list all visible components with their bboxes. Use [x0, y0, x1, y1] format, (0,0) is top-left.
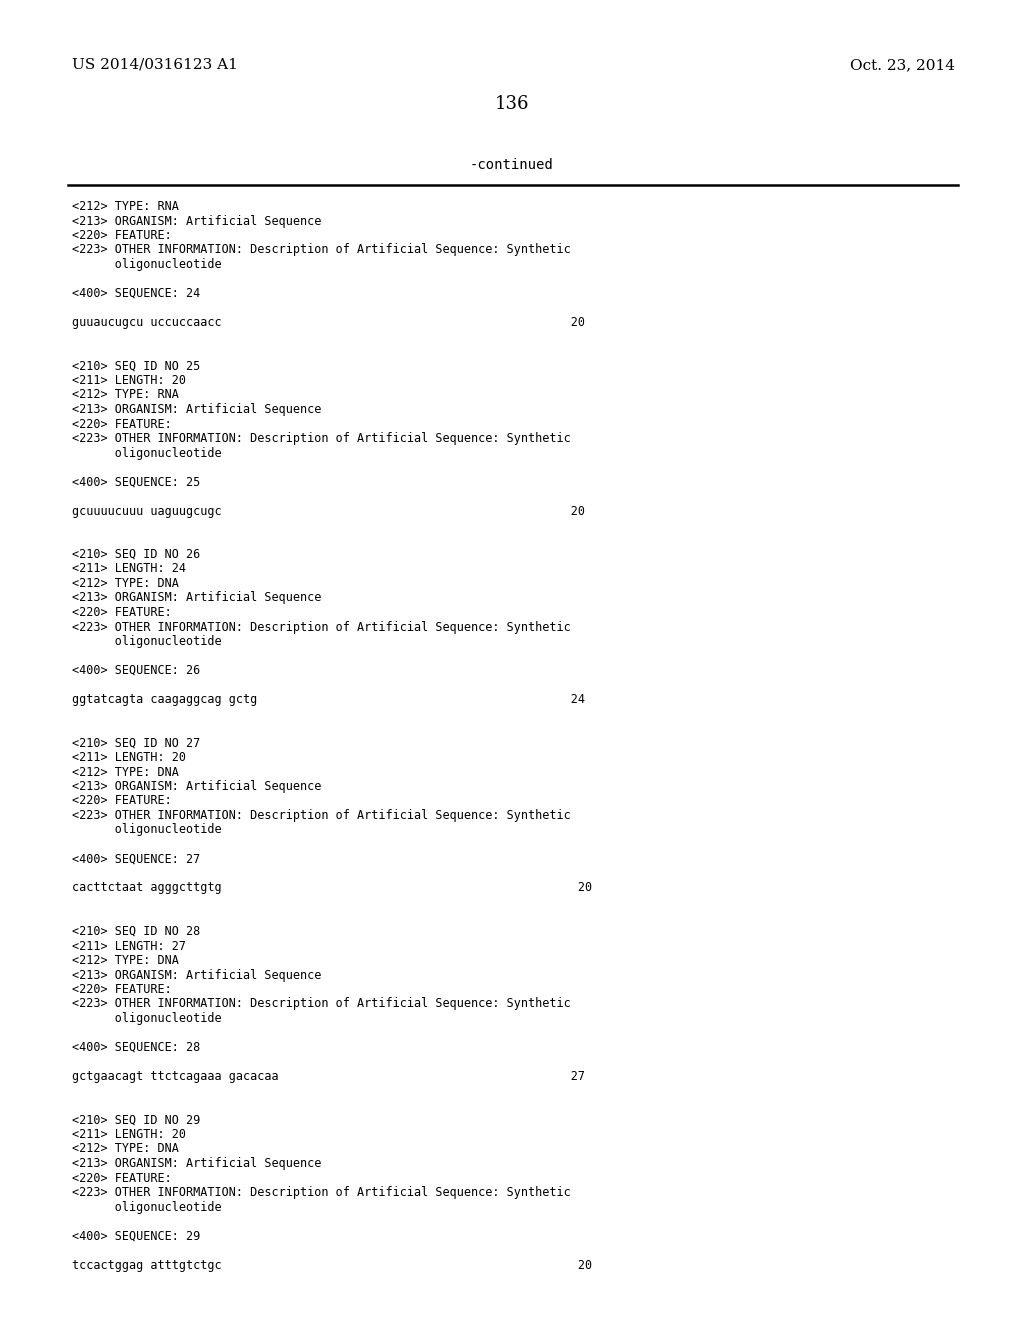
Text: US 2014/0316123 A1: US 2014/0316123 A1 [72, 58, 238, 73]
Text: <210> SEQ ID NO 25: <210> SEQ ID NO 25 [72, 359, 201, 372]
Text: <400> SEQUENCE: 25: <400> SEQUENCE: 25 [72, 475, 201, 488]
Text: <212> TYPE: RNA: <212> TYPE: RNA [72, 201, 179, 213]
Text: <211> LENGTH: 24: <211> LENGTH: 24 [72, 562, 186, 576]
Text: <223> OTHER INFORMATION: Description of Artificial Sequence: Synthetic: <223> OTHER INFORMATION: Description of … [72, 432, 570, 445]
Text: <211> LENGTH: 20: <211> LENGTH: 20 [72, 1129, 186, 1140]
Text: <223> OTHER INFORMATION: Description of Artificial Sequence: Synthetic: <223> OTHER INFORMATION: Description of … [72, 243, 570, 256]
Text: Oct. 23, 2014: Oct. 23, 2014 [850, 58, 955, 73]
Text: <211> LENGTH: 27: <211> LENGTH: 27 [72, 940, 186, 953]
Text: <220> FEATURE:: <220> FEATURE: [72, 983, 172, 997]
Text: <220> FEATURE:: <220> FEATURE: [72, 228, 172, 242]
Text: <220> FEATURE:: <220> FEATURE: [72, 795, 172, 808]
Text: <223> OTHER INFORMATION: Description of Artificial Sequence: Synthetic: <223> OTHER INFORMATION: Description of … [72, 809, 570, 822]
Text: ggtatcagta caagaggcag gctg                                            24: ggtatcagta caagaggcag gctg 24 [72, 693, 585, 706]
Text: gcuuuucuuu uaguugcugc                                                 20: gcuuuucuuu uaguugcugc 20 [72, 504, 585, 517]
Text: <212> TYPE: RNA: <212> TYPE: RNA [72, 388, 179, 401]
Text: oligonucleotide: oligonucleotide [72, 446, 221, 459]
Text: <213> ORGANISM: Artificial Sequence: <213> ORGANISM: Artificial Sequence [72, 403, 322, 416]
Text: <220> FEATURE:: <220> FEATURE: [72, 417, 172, 430]
Text: <223> OTHER INFORMATION: Description of Artificial Sequence: Synthetic: <223> OTHER INFORMATION: Description of … [72, 1185, 570, 1199]
Text: oligonucleotide: oligonucleotide [72, 1200, 221, 1213]
Text: <212> TYPE: DNA: <212> TYPE: DNA [72, 1143, 179, 1155]
Text: <213> ORGANISM: Artificial Sequence: <213> ORGANISM: Artificial Sequence [72, 780, 322, 793]
Text: <220> FEATURE:: <220> FEATURE: [72, 1172, 172, 1184]
Text: gctgaacagt ttctcagaaa gacacaa                                         27: gctgaacagt ttctcagaaa gacacaa 27 [72, 1071, 585, 1082]
Text: <223> OTHER INFORMATION: Description of Artificial Sequence: Synthetic: <223> OTHER INFORMATION: Description of … [72, 620, 570, 634]
Text: <400> SEQUENCE: 29: <400> SEQUENCE: 29 [72, 1229, 201, 1242]
Text: <210> SEQ ID NO 29: <210> SEQ ID NO 29 [72, 1114, 201, 1126]
Text: <212> TYPE: DNA: <212> TYPE: DNA [72, 954, 179, 968]
Text: oligonucleotide: oligonucleotide [72, 635, 221, 648]
Text: guuaucugcu uccuccaacc                                                 20: guuaucugcu uccuccaacc 20 [72, 315, 585, 329]
Text: oligonucleotide: oligonucleotide [72, 824, 221, 837]
Text: <400> SEQUENCE: 27: <400> SEQUENCE: 27 [72, 853, 201, 866]
Text: <400> SEQUENCE: 26: <400> SEQUENCE: 26 [72, 664, 201, 677]
Text: <213> ORGANISM: Artificial Sequence: <213> ORGANISM: Artificial Sequence [72, 1158, 322, 1170]
Text: <213> ORGANISM: Artificial Sequence: <213> ORGANISM: Artificial Sequence [72, 591, 322, 605]
Text: <213> ORGANISM: Artificial Sequence: <213> ORGANISM: Artificial Sequence [72, 214, 322, 227]
Text: <220> FEATURE:: <220> FEATURE: [72, 606, 172, 619]
Text: <400> SEQUENCE: 24: <400> SEQUENCE: 24 [72, 286, 201, 300]
Text: cacttctaat agggcttgtg                                                  20: cacttctaat agggcttgtg 20 [72, 882, 592, 895]
Text: <211> LENGTH: 20: <211> LENGTH: 20 [72, 751, 186, 764]
Text: <213> ORGANISM: Artificial Sequence: <213> ORGANISM: Artificial Sequence [72, 969, 322, 982]
Text: 136: 136 [495, 95, 529, 114]
Text: <212> TYPE: DNA: <212> TYPE: DNA [72, 577, 179, 590]
Text: <210> SEQ ID NO 28: <210> SEQ ID NO 28 [72, 925, 201, 939]
Text: <210> SEQ ID NO 26: <210> SEQ ID NO 26 [72, 548, 201, 561]
Text: -continued: -continued [470, 158, 554, 172]
Text: <212> TYPE: DNA: <212> TYPE: DNA [72, 766, 179, 779]
Text: oligonucleotide: oligonucleotide [72, 1012, 221, 1026]
Text: tccactggag atttgtctgc                                                  20: tccactggag atttgtctgc 20 [72, 1258, 592, 1271]
Text: <211> LENGTH: 20: <211> LENGTH: 20 [72, 374, 186, 387]
Text: <210> SEQ ID NO 27: <210> SEQ ID NO 27 [72, 737, 201, 750]
Text: <223> OTHER INFORMATION: Description of Artificial Sequence: Synthetic: <223> OTHER INFORMATION: Description of … [72, 998, 570, 1011]
Text: oligonucleotide: oligonucleotide [72, 257, 221, 271]
Text: <400> SEQUENCE: 28: <400> SEQUENCE: 28 [72, 1041, 201, 1053]
